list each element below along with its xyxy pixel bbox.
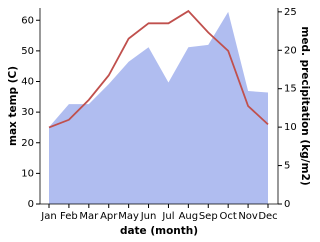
y-tick-label: 40: [21, 77, 34, 88]
y2-tick-label: 20: [284, 45, 297, 56]
y2-tick-label: 0: [284, 199, 290, 210]
y2-tick-label: 10: [284, 122, 297, 133]
y-tick-label: 50: [21, 46, 34, 57]
y2-axis-title: med. precipitation (kg/m2): [299, 26, 311, 185]
y-tick-label: 20: [21, 138, 34, 149]
x-axis-title: date (month): [120, 225, 198, 237]
x-tick-label: Nov: [238, 211, 258, 222]
x-tick-label: Oct: [220, 211, 237, 222]
y-tick-label: 30: [21, 107, 34, 118]
x-tick-label: Jan: [40, 211, 56, 222]
y-axis-title: max temp (C): [7, 66, 19, 146]
x-tick-label: Feb: [60, 211, 78, 222]
x-tick-label: Mar: [79, 211, 99, 222]
y2-tick-label: 25: [284, 7, 297, 18]
precipitation-area: [49, 11, 268, 204]
x-tick-label: Jul: [161, 211, 174, 222]
x-tick-label: Aug: [179, 211, 199, 222]
y-tick-label: 60: [21, 15, 34, 26]
y2-tick-label: 5: [284, 161, 290, 172]
plot-frame: [39, 8, 279, 205]
x-tick-label: Apr: [100, 211, 118, 222]
x-tick-label: Sep: [199, 211, 218, 222]
temperature-line: [48, 9, 269, 129]
x-tick-label: Jun: [140, 211, 157, 222]
x-tick-label: May: [118, 211, 139, 222]
y-tick-label: 10: [21, 168, 34, 179]
y2-tick-label: 15: [284, 84, 297, 95]
y-tick-label: 0: [28, 199, 34, 210]
x-tick-label: Dec: [258, 211, 277, 222]
